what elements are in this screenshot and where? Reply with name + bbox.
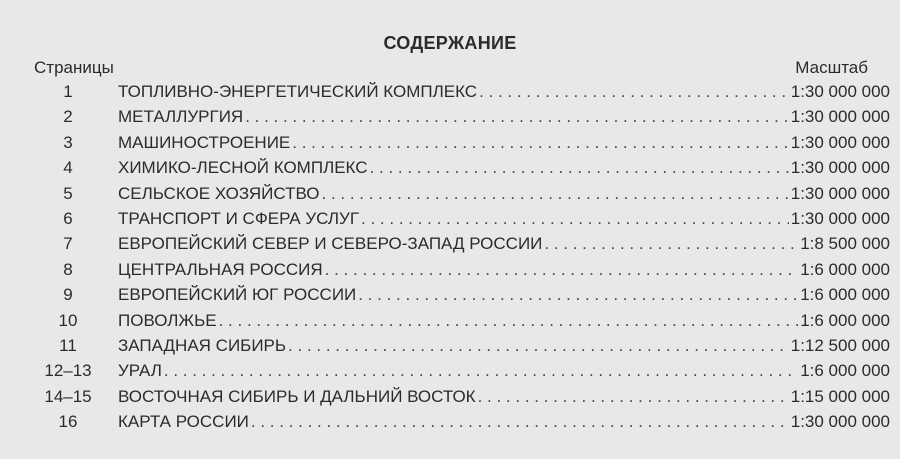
dot-leader bbox=[322, 184, 789, 204]
map-scale: 1:30 000 000 bbox=[790, 412, 890, 432]
map-scale: 1:6 000 000 bbox=[800, 361, 890, 381]
map-scale: 1:30 000 000 bbox=[790, 158, 890, 178]
section-name: УРАЛ bbox=[118, 361, 162, 381]
dot-leader bbox=[361, 209, 789, 229]
contents-entry: 9 ЕВРОПЕЙСКИЙ ЮГ РОССИИ 1:6 000 000 bbox=[0, 285, 900, 310]
contents-entry: 14–15 ВОСТОЧНАЯ СИБИРЬ И ДАЛЬНИЙ ВОСТОК 1:… bbox=[0, 387, 900, 412]
page-number: 5 bbox=[63, 183, 73, 203]
page-title: СОДЕРЖАНИЕ bbox=[383, 33, 517, 53]
map-scale: 1:30 000 000 bbox=[790, 82, 890, 101]
dot-leader bbox=[358, 285, 798, 305]
dot-leader bbox=[245, 107, 789, 127]
contents-entry: 5 СЕЛЬСКОЕ ХОЗЯЙСТВО 1:30 000 000 bbox=[0, 184, 900, 209]
contents-entry: 7 ЕВРОПЕЙСКИЙ СЕВЕР И СЕВЕРО-ЗАПАД РОССИИ… bbox=[0, 234, 900, 259]
contents-entry: 6 ТРАНСПОРТ И СФЕРА УСЛУГ 1:30 000 000 bbox=[0, 209, 900, 234]
page-number: 16 bbox=[58, 412, 78, 432]
page-number: 10 bbox=[58, 310, 78, 330]
page-number: 14–15 bbox=[44, 386, 92, 406]
page-number: 6 bbox=[63, 208, 73, 228]
dot-leader bbox=[325, 260, 799, 280]
contents-entry: 11 ЗАПАДНАЯ СИБИРЬ 1:12 500 000 bbox=[0, 336, 900, 361]
dot-leader bbox=[478, 387, 789, 407]
dot-leader bbox=[544, 234, 798, 254]
dot-leader bbox=[251, 412, 789, 432]
dot-leader bbox=[219, 311, 799, 331]
map-scale: 1:30 000 000 bbox=[790, 107, 890, 127]
section-name: ЕВРОПЕЙСКИЙ СЕВЕР И СЕВЕРО-ЗАПАД РОССИИ bbox=[118, 234, 543, 254]
section-name: КАРТА РОССИИ bbox=[118, 412, 249, 432]
page-number: 11 bbox=[59, 335, 77, 355]
map-scale: 1:30 000 000 bbox=[790, 183, 890, 203]
section-name: ЕВРОПЕЙСКИЙ ЮГ РОССИИ bbox=[118, 285, 357, 305]
page-number: 7 bbox=[63, 234, 73, 254]
contents-entry: 1 ТОПЛИВНО-ЭНЕРГЕТИЧЕСКИЙ КОМПЛЕКС 1:30 00… bbox=[0, 82, 900, 107]
page-number: 4 bbox=[63, 158, 73, 178]
dot-leader bbox=[292, 133, 788, 153]
section-name: МАШИНОСТРОЕНИЕ bbox=[118, 132, 291, 152]
section-name: МЕТАЛЛУРГИЯ bbox=[118, 107, 244, 127]
contents-entry: 2 МЕТАЛЛУРГИЯ 1:30 000 000 bbox=[0, 107, 900, 132]
map-scale: 1:6 000 000 bbox=[800, 285, 890, 305]
section-name: ЗАПАДНАЯ СИБИРЬ bbox=[118, 335, 287, 355]
dot-leader bbox=[479, 82, 789, 102]
section-name: ВОСТОЧНАЯ СИБИРЬ И ДАЛЬНИЙ ВОСТОК bbox=[118, 386, 476, 406]
page-number: 12–13 bbox=[44, 361, 92, 381]
section-name: ТОПЛИВНО-ЭНЕРГЕТИЧЕСКИЙ КОМПЛЕКС bbox=[118, 82, 478, 101]
section-name: ТРАНСПОРТ И СФЕРА УСЛУГ bbox=[118, 208, 360, 228]
section-name: ХИМИКО-ЛЕСНОЙ КОМПЛЕКС bbox=[118, 158, 368, 178]
dot-leader bbox=[370, 158, 789, 178]
contents-entry: 12–13 УРАЛ 1:6 000 000 bbox=[0, 361, 900, 386]
pages-column-header: Страницы bbox=[34, 58, 114, 77]
section-name: СЕЛЬСКОЕ ХОЗЯЙСТВО bbox=[118, 183, 320, 203]
map-scale: 1:8 500 000 bbox=[800, 234, 890, 254]
map-scale: 1:6 000 000 bbox=[800, 310, 890, 330]
page-number: 1 bbox=[63, 82, 73, 101]
map-scale: 1:6 000 000 bbox=[800, 259, 890, 279]
map-scale: 1:30 000 000 bbox=[790, 208, 890, 228]
map-scale: 1:15 000 000 bbox=[790, 386, 890, 406]
contents-entry: 4 ХИМИКО-ЛЕСНОЙ КОМПЛЕКС 1:30 000 000 bbox=[0, 158, 900, 183]
contents-entry: 8 ЦЕНТРАЛЬНАЯ РОССИЯ 1:6 000 000 bbox=[0, 260, 900, 285]
dot-leader bbox=[288, 336, 789, 356]
map-scale: 1:12 500 000 bbox=[790, 335, 890, 355]
page-number: 2 bbox=[63, 107, 73, 127]
contents-entry: 16 КАРТА РОССИИ 1:30 000 000 bbox=[0, 412, 900, 437]
contents-entry: 3 МАШИНОСТРОЕНИЕ 1:30 000 000 bbox=[0, 133, 900, 158]
page-number: 3 bbox=[63, 132, 73, 152]
dot-leader bbox=[164, 361, 798, 381]
section-name: ЦЕНТРАЛЬНАЯ РОССИЯ bbox=[118, 259, 323, 279]
scale-column-header: Масштаб bbox=[795, 58, 868, 77]
contents-entry: 10 ПОВОЛЖЬЕ 1:6 000 000 bbox=[0, 311, 900, 336]
page-number: 8 bbox=[63, 259, 73, 279]
page-number: 9 bbox=[63, 285, 73, 305]
contents-list: 1 ТОПЛИВНО-ЭНЕРГЕТИЧЕСКИЙ КОМПЛЕКС 1:30 00… bbox=[0, 82, 900, 437]
section-name: ПОВОЛЖЬЕ bbox=[118, 310, 217, 330]
map-scale: 1:30 000 000 bbox=[790, 132, 890, 152]
